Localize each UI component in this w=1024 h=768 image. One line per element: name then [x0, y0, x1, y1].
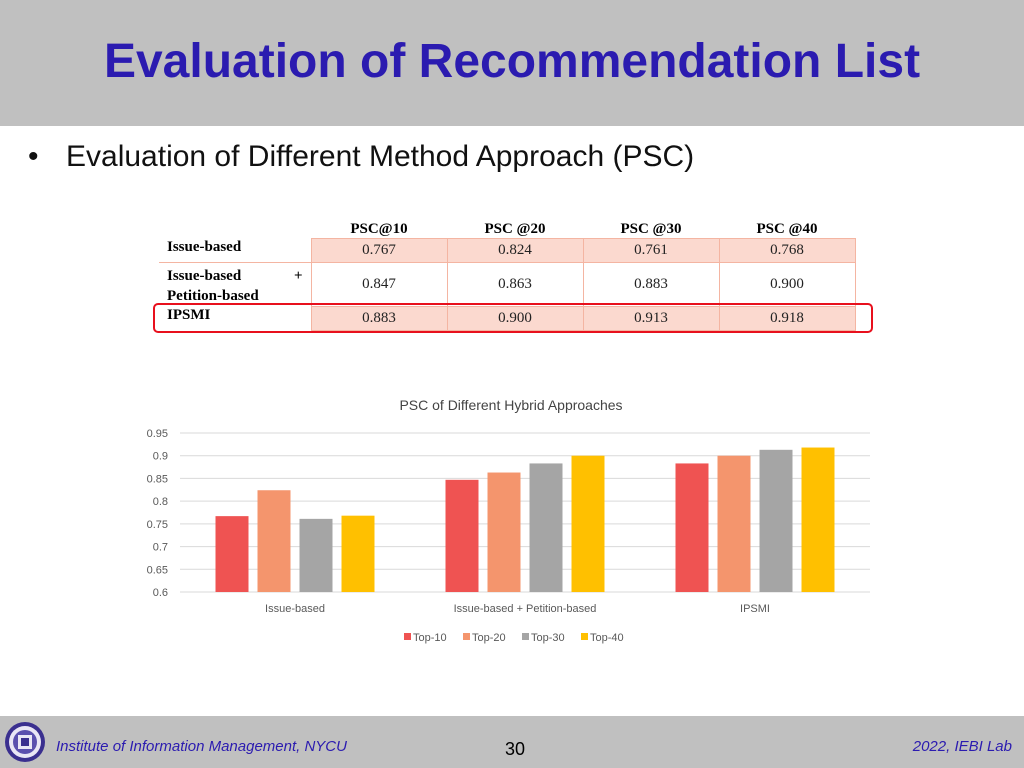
bar-top-40: [571, 455, 605, 592]
y-tick-label: 0.9: [153, 451, 168, 463]
y-tick-label: 0.8: [153, 496, 168, 508]
footer-institute: Institute of Information Management, NYC…: [56, 738, 347, 755]
psc-bar-chart: PSC of Different Hybrid Approaches 0.6 0.…: [147, 397, 870, 644]
bar-top-10: [445, 479, 479, 592]
bar-top-10: [215, 516, 249, 592]
bullet-text: Evaluation of Different Method Approach …: [66, 140, 695, 173]
table-cell: 0.918: [718, 306, 856, 331]
y-tick-label: 0.65: [147, 564, 168, 576]
x-tick-label: Issue-based: [265, 603, 325, 615]
table-cell: 0.883: [582, 262, 720, 307]
table-cell: 0.761: [582, 238, 720, 263]
table-row: Issue-based 0.767 0.824 0.761 0.768: [159, 238, 856, 263]
table-row: IPSMI 0.883 0.900 0.913 0.918: [159, 306, 856, 331]
bar-top-30: [759, 449, 793, 592]
x-tick-label: Issue-based + Petition-based: [454, 603, 597, 615]
bar-top-20: [257, 490, 291, 592]
legend-label: Top-10: [413, 632, 447, 644]
footer-band: Institute of Information Management, NYC…: [0, 716, 1024, 768]
col-header-psc20: PSC @20: [484, 221, 546, 237]
page-number: 30: [504, 739, 526, 759]
legend-swatch: [463, 633, 470, 640]
row-label-part2: Petition-based: [167, 288, 259, 304]
table-cell: 0.883: [310, 306, 448, 331]
table-cell: 0.767: [310, 238, 448, 263]
row-label-issue-petition: Issue-based + Petition-based: [159, 263, 311, 307]
y-tick-label: 0.6: [153, 587, 168, 599]
table-cell: 0.863: [446, 262, 584, 307]
row-label-ipsmi: IPSMI: [167, 306, 211, 323]
bar-top-40: [801, 447, 835, 592]
y-tick-label: 0.95: [147, 428, 168, 440]
bar-top-20: [717, 455, 751, 592]
university-seal-icon: [5, 722, 45, 762]
col-header-psc30: PSC @30: [620, 221, 682, 237]
bar-top-40: [341, 515, 375, 592]
bullet-dot-icon: •: [28, 140, 39, 173]
legend-swatch: [404, 633, 411, 640]
table-row: Issue-based + Petition-based 0.847 0.863…: [159, 262, 856, 307]
row-label-issue-based: Issue-based: [159, 238, 311, 263]
chart-title: PSC of Different Hybrid Approaches: [399, 397, 622, 413]
table-corner: [159, 214, 311, 239]
legend-swatch: [522, 633, 529, 640]
bar-top-10: [675, 463, 709, 592]
col-header-psc40: PSC @40: [756, 221, 818, 237]
legend-label: Top-30: [531, 632, 565, 644]
y-tick-label: 0.85: [147, 473, 168, 485]
table-cell: 0.900: [446, 306, 584, 331]
y-tick-label: 0.75: [147, 519, 168, 531]
row-label-plus: +: [293, 268, 303, 284]
bullet-item: • Evaluation of Different Method Approach…: [28, 140, 694, 174]
psc-table: PSC@10 PSC @20 PSC @30 PSC @40 Issue-bas…: [159, 214, 856, 331]
bar-top-30: [299, 518, 333, 592]
y-tick-label: 0.7: [153, 542, 168, 554]
slide-title: Evaluation of Recommendation List: [103, 35, 921, 88]
legend-label: Top-20: [472, 632, 506, 644]
col-header-psc10: PSC@10: [350, 221, 408, 237]
row-label-part1: Issue-based: [167, 268, 242, 284]
legend-label: Top-40: [590, 632, 624, 644]
table-cell: 0.768: [718, 238, 856, 263]
x-tick-label: IPSMI: [740, 603, 770, 615]
legend-swatch: [581, 633, 588, 640]
table-cell: 0.824: [446, 238, 584, 263]
table-cell: 0.913: [582, 306, 720, 331]
table-cell: 0.847: [310, 262, 448, 307]
bar-top-30: [529, 463, 563, 592]
table-cell: 0.900: [718, 262, 856, 307]
footer-lab: 2022, IEBI Lab: [912, 738, 1012, 755]
header-band: Evaluation of Recommendation List: [0, 0, 1024, 126]
bar-top-20: [487, 472, 521, 592]
ipsmi-highlight-box: [153, 303, 873, 333]
